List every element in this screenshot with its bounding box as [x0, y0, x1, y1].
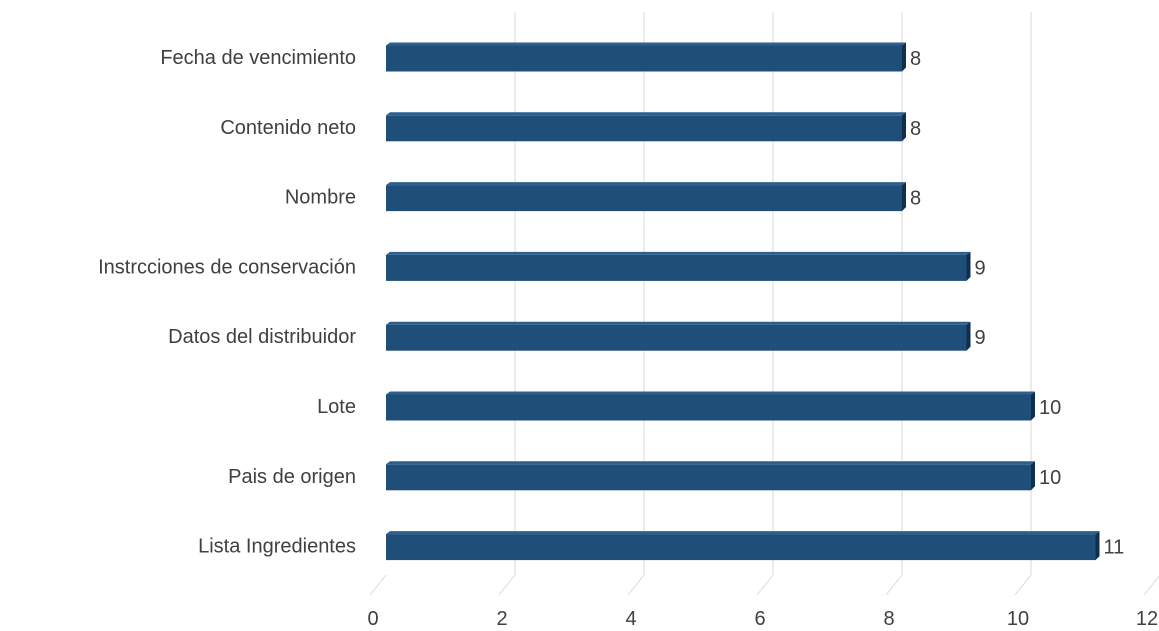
x-tick-label: 0: [367, 608, 378, 630]
bar-top-face: [386, 392, 1035, 395]
bar-side-face: [967, 322, 971, 351]
x-tick-label: 12: [1136, 608, 1158, 630]
bar-top-face: [386, 43, 906, 46]
x-tick-label: 4: [625, 608, 636, 630]
bar-side-face: [902, 182, 906, 211]
bars-group: [386, 43, 1100, 561]
bar-top-face: [386, 531, 1100, 534]
floor-line: [886, 575, 902, 595]
category-label: Lista Ingredientes: [198, 536, 356, 558]
category-label: Nombre: [285, 187, 356, 209]
bar: [386, 464, 1031, 490]
data-label: 8: [910, 188, 921, 210]
data-label: 9: [975, 327, 986, 349]
category-label: Lote: [317, 396, 356, 418]
x-tick-label: 10: [1007, 608, 1029, 630]
bar-side-face: [967, 252, 971, 281]
bar: [386, 46, 902, 72]
bar-side-face: [902, 43, 906, 72]
bar: [386, 395, 1031, 421]
bar: [386, 255, 967, 281]
bar: [386, 325, 967, 351]
bar-top-face: [386, 461, 1035, 464]
x-tick-label: 2: [496, 608, 507, 630]
bar-top-face: [386, 252, 971, 255]
bar-side-face: [1096, 531, 1100, 560]
floor-line: [757, 575, 773, 595]
bar-top-face: [386, 182, 906, 185]
floor-line: [628, 575, 644, 595]
category-label: Fecha de vencimiento: [160, 47, 356, 69]
data-label: 9: [975, 257, 986, 279]
bar: [386, 115, 902, 141]
x-tick-label: 8: [883, 608, 894, 630]
category-label: Contenido neto: [220, 117, 356, 139]
bar-side-face: [902, 112, 906, 141]
floor-line: [1144, 575, 1159, 595]
data-label: 11: [1104, 537, 1125, 559]
floor-line: [370, 575, 386, 595]
category-label: Instrcciones de conservación: [98, 256, 356, 278]
category-label: Datos del distribuidor: [168, 326, 356, 348]
data-label: 10: [1039, 467, 1061, 489]
category-label: Pais de origen: [228, 466, 356, 488]
floor-line: [1015, 575, 1031, 595]
bar-side-face: [1031, 392, 1035, 421]
bar-side-face: [1031, 461, 1035, 490]
bar: [386, 534, 1096, 560]
bar: [386, 185, 902, 211]
category-labels: Fecha de vencimiento Contenido neto Nombre…: [98, 47, 356, 558]
x-axis-ticks: 0 2 4 6 8 10 12: [367, 608, 1158, 630]
data-label: 8: [910, 118, 921, 140]
data-label: 10: [1039, 397, 1061, 419]
floor-line: [499, 575, 515, 595]
bar-top-face: [386, 322, 971, 325]
data-label: 8: [910, 48, 921, 70]
bar-top-face: [386, 112, 906, 115]
x-tick-label: 6: [754, 608, 765, 630]
gridlines: [370, 12, 1159, 595]
